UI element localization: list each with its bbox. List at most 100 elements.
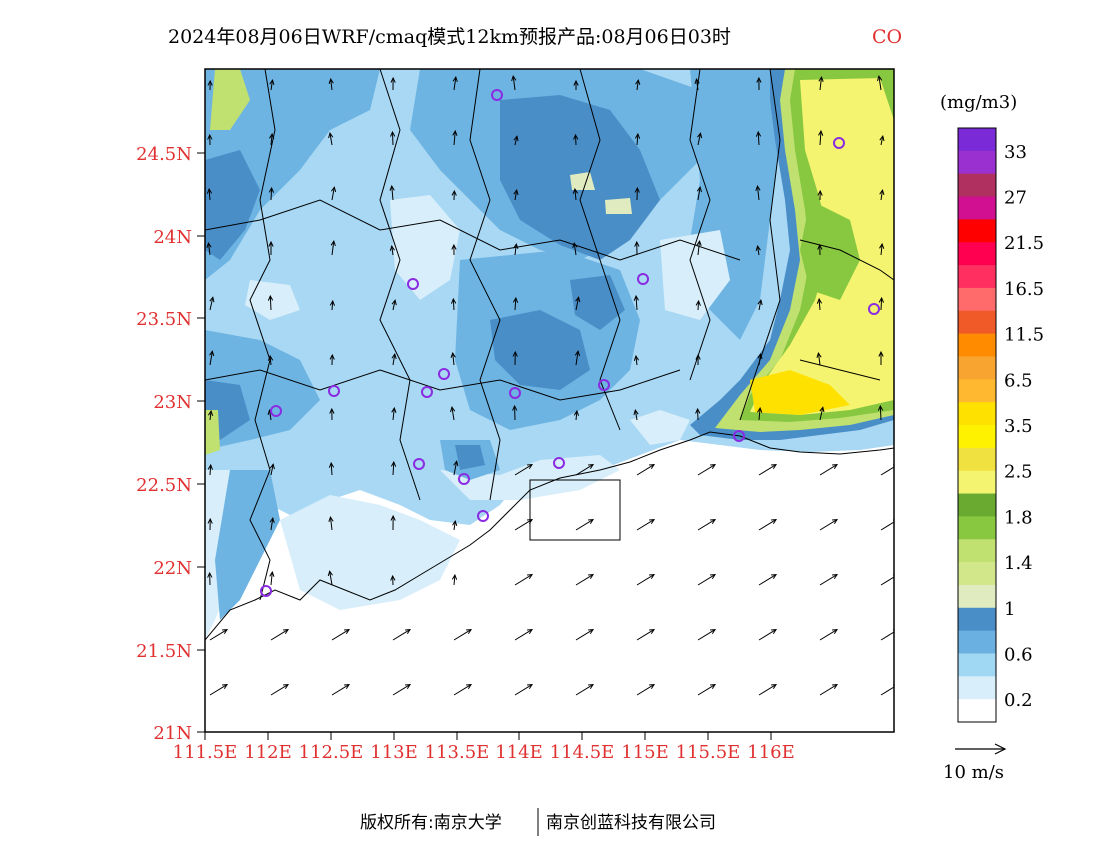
wind-arrow [268,240,274,256]
wind-arrow [329,299,335,311]
wind-arrow [575,518,595,531]
wind-arrow [512,350,518,366]
wind-arrow [452,75,458,91]
colorbar-labels: 33 27 21.5 16.5 11.5 6.5 3.5 2.5 1.8 1.4 1 0.6 0.2 [1004,142,1044,711]
wind-arrow [207,133,213,146]
wind-arrow [636,518,656,531]
station-circle-icon [260,585,272,597]
wind-arrow [880,519,894,531]
colorbar-label: 2.5 [1004,462,1033,483]
wind-arrow [328,77,334,91]
station-circle-icon [270,405,282,417]
wind-arrow [514,573,534,586]
wind-arrow [269,78,275,91]
wind-arrow [758,683,778,696]
wind-arrow [390,76,396,91]
wind-legend-arrow [955,743,1007,755]
y-tick-label: 21N [153,723,192,744]
map-title: 2024年08月06日WRF/cmaq模式12km预报产品:08月06日03时 [168,26,731,48]
copyright-right: 南京创蓝科技有限公司 [546,813,716,833]
wind-arrow [451,243,457,256]
wind-arrow [636,628,656,641]
monitoring-stations [260,89,880,597]
wind-arrow [572,187,578,201]
wind-arrow [390,460,397,476]
wind-arrow [270,683,290,696]
wind-arrow [757,352,763,366]
wind-arrow [269,132,275,146]
colorbar-label: 27 [1004,188,1027,209]
colorbar-swatch [958,128,996,152]
wind-arrow [331,683,351,696]
wind-arrow [207,79,213,91]
colorbar-swatch [958,150,996,175]
colorbar-swatch [958,516,996,540]
colorbar-swatch [958,653,996,677]
wind-arrow [514,683,534,696]
colorbar-swatch [958,287,996,312]
wind-arrow [876,75,883,91]
wind-arrow [209,683,229,696]
y-tick-label: 21.5N [136,641,192,662]
wind-arrow [514,518,534,531]
wind-arrow [206,187,213,201]
wind-arrow [391,353,397,366]
station-circle-icon [733,430,745,442]
wind-arrow [269,516,275,531]
wind-arrow [816,297,823,311]
wind-arrow [209,350,215,366]
x-tick-label: 111.5E [173,742,238,763]
wind-arrow [392,628,412,641]
wind-arrow [391,406,397,421]
wind-arrow [758,518,778,531]
wind-arrow [633,294,639,311]
y-tick-label: 23N [153,392,192,413]
copyright-left: 版权所有:南京大学 [360,813,502,833]
colorbar-label: 0.6 [1004,644,1033,665]
wind-arrow [512,296,519,311]
wind-arrow [575,573,595,586]
wind-arrow [575,463,595,476]
colorbar [957,127,997,723]
wind-arrow [329,353,335,366]
colorbar-swatch [958,493,996,517]
colorbar-swatch [958,607,996,632]
wind-arrow [329,407,335,421]
station-circle-icon [477,510,489,522]
wind-arrow [514,628,534,641]
wind-arrow [267,294,274,311]
colorbar-label: 21.5 [1004,233,1044,254]
x-tick-label: 112.5E [299,742,364,763]
wind-arrow [819,463,839,476]
wind-arrow [877,404,884,421]
station-circle-icon [421,386,433,398]
wind-arrow [327,570,333,586]
colorbar-swatch [958,173,996,198]
wind-arrow [880,629,894,641]
wind-arrow [513,135,519,146]
wind-arrow [267,354,274,366]
wind-arrow [513,242,519,256]
x-tick-label: 114.5E [550,742,615,763]
y-tick-label: 22N [153,558,192,579]
station-circle-icon [598,379,610,391]
wind-arrow [694,77,700,91]
wind-arrow [330,186,337,201]
colorbar-swatch [958,699,996,723]
wind-arrow [634,132,641,146]
wind-arrow [453,683,473,696]
wind-arrow [818,129,824,146]
wind-arrow [633,354,640,366]
wind-arrow [575,683,595,696]
station-circle-icon [438,368,450,380]
colorbar-swatch [958,630,996,654]
colorbar-swatch [958,379,996,403]
wind-arrow [453,628,473,641]
wind-arrow [511,74,517,91]
wind-arrow [757,299,763,311]
wind-arrow [635,78,641,91]
wind-arrow [450,297,457,311]
wind-arrow [207,571,213,586]
wind-arrow [391,299,397,311]
